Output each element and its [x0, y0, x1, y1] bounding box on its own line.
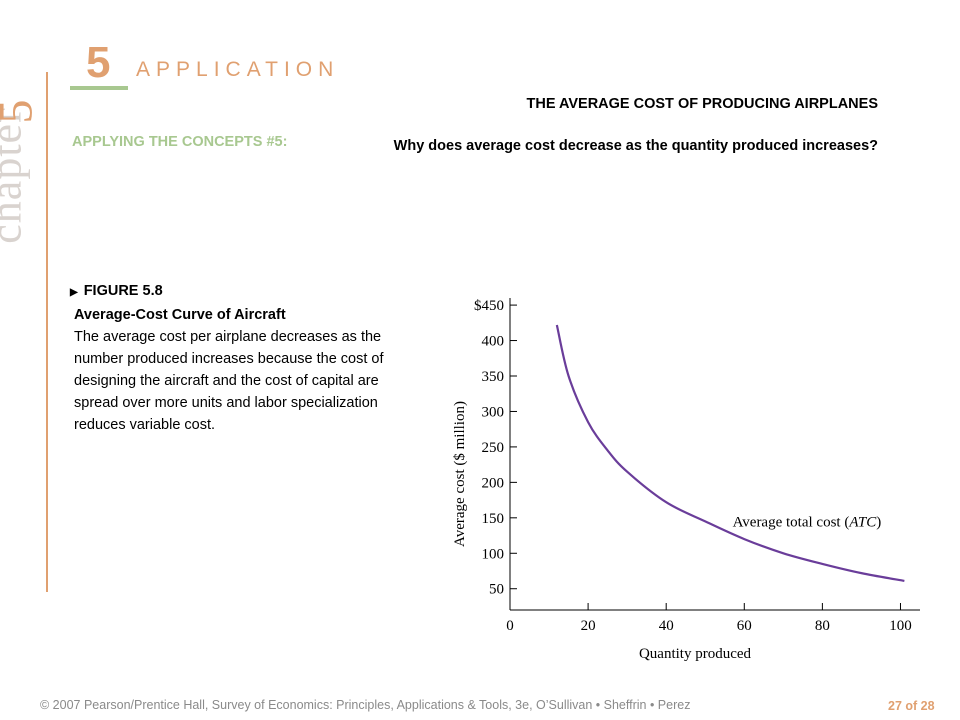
chapter-number-watermark: 5	[0, 100, 44, 124]
x-tick-label: 100	[889, 618, 912, 634]
application-underline	[70, 86, 128, 90]
application-heading: APPLICATION	[136, 58, 340, 81]
x-tick-label: 40	[659, 618, 674, 634]
y-axis-label: Average cost ($ million)	[452, 401, 468, 547]
y-tick-label: 250	[482, 440, 505, 456]
y-tick-label: 350	[482, 369, 505, 385]
left-divider-line	[46, 72, 48, 592]
page-number: 27 of 28	[888, 699, 935, 713]
atc-label-abbrev: ATC	[848, 514, 877, 530]
figure-title: Average-Cost Curve of Aircraft	[74, 307, 286, 323]
slide-headline: THE AVERAGE COST OF PRODUCING AIRPLANES	[526, 96, 878, 112]
x-axis-label: Quantity produced	[639, 646, 752, 662]
x-tick-label: 20	[581, 618, 596, 634]
figure-caption-block: FIGURE 5.8 Average-Cost Curve of Aircraf…	[74, 280, 424, 436]
y-tick-label: 400	[482, 334, 505, 350]
x-tick-label: 60	[737, 618, 752, 634]
atc-curve-label: Average total cost (ATC)	[733, 514, 882, 530]
y-tick-label: $450	[474, 298, 504, 314]
y-tick-label: 300	[482, 404, 505, 420]
figure-number: FIGURE 5.8	[74, 280, 424, 304]
footer-credit: © 2007 Pearson/Prentice Hall, Survey of …	[40, 698, 691, 712]
y-tick-label: 100	[482, 546, 505, 562]
chapter-watermark: chapter	[0, 107, 31, 244]
x-tick-label: 80	[815, 618, 830, 634]
atc-label-close: )	[876, 514, 881, 530]
x-tick-label: 0	[506, 618, 514, 634]
atc-curve	[555, 324, 905, 583]
application-number: 5	[86, 38, 111, 87]
concept-question: Why does average cost decrease as the qu…	[393, 138, 878, 154]
y-tick-label: 50	[489, 582, 504, 598]
y-tick-label: 150	[482, 511, 505, 527]
average-cost-chart: 50 100 150 200 250 300 350 400 $450 0 20 40 60 80 100 Q…	[452, 298, 920, 662]
y-tick-label: 200	[482, 475, 505, 491]
atc-label-text: Average total cost (	[733, 514, 850, 530]
figure-caption: The average cost per airplane decreases …	[74, 329, 384, 433]
concept-label: APPLYING THE CONCEPTS #5:	[72, 134, 288, 150]
